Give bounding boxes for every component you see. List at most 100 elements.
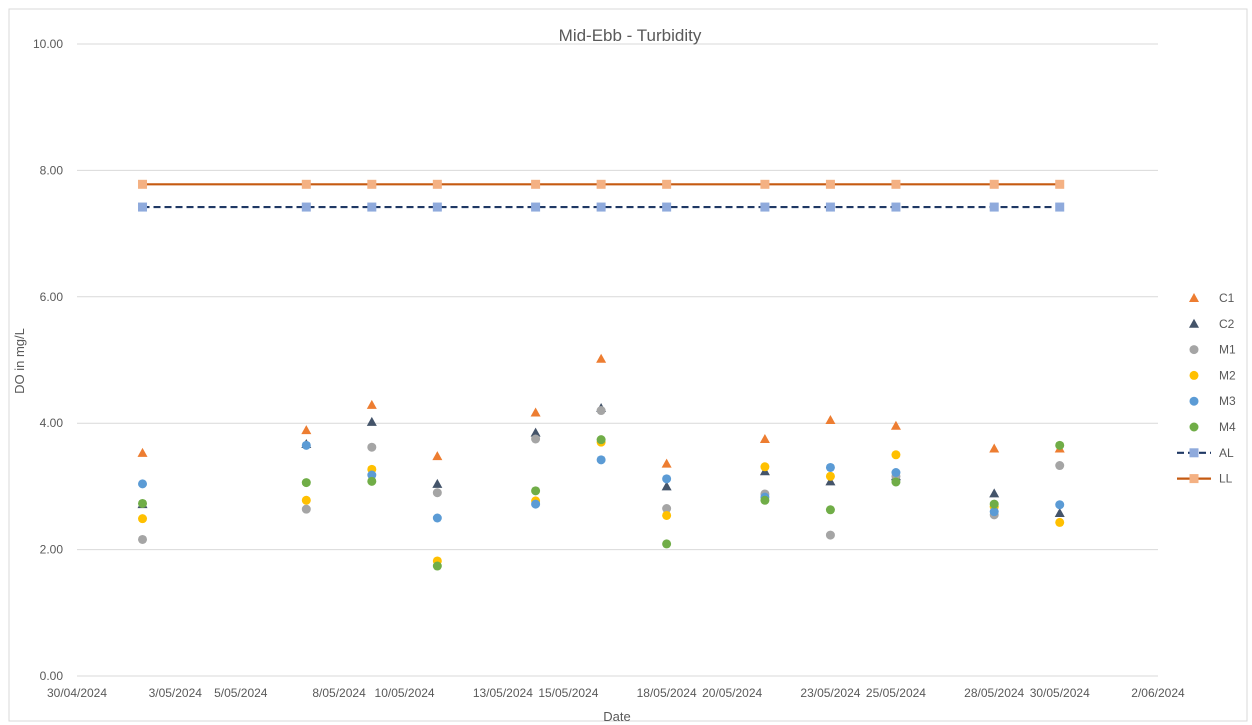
legend-label-m3: M3 [1219, 394, 1236, 408]
data-point-ll [432, 179, 442, 189]
x-tick-label: 23/05/2024 [800, 686, 860, 700]
data-point-ll [1055, 179, 1065, 189]
legend-label-ll: LL [1219, 472, 1233, 486]
y-tick-label: 8.00 [40, 163, 64, 177]
y-axis-ticks: 0.00 2.00 4.00 6.00 8.00 10.00 [33, 37, 63, 683]
data-point-c1 [989, 443, 1000, 453]
legend-label-m1: M1 [1219, 343, 1236, 357]
data-point-m3 [662, 474, 672, 484]
legend-item-m2: M2 [1189, 368, 1236, 382]
x-tick-label: 13/05/2024 [473, 686, 533, 700]
x-tick-label: 18/05/2024 [637, 686, 697, 700]
data-point-m2 [891, 450, 901, 460]
data-point-al [891, 202, 901, 212]
data-point-m3 [432, 513, 442, 523]
legend-marker-c2 [1189, 318, 1199, 328]
y-tick-label: 4.00 [40, 416, 64, 430]
y-tick-label: 6.00 [40, 290, 64, 304]
data-point-al [1055, 202, 1065, 212]
data-point-al [138, 202, 148, 212]
legend-item-c2: C2 [1189, 317, 1235, 331]
x-axis-title: Date [603, 709, 630, 724]
x-tick-label: 5/05/2024 [214, 686, 268, 700]
data-point-m3 [138, 479, 148, 489]
legend-label-m4: M4 [1219, 420, 1236, 434]
legend-marker-c1 [1189, 293, 1199, 302]
data-point-m1 [531, 434, 541, 444]
data-point-m4 [596, 435, 606, 445]
legend-item-al: AL [1177, 446, 1234, 460]
data-point-c2 [989, 488, 1000, 498]
data-point-m1 [301, 504, 311, 514]
data-point-m2 [1055, 517, 1065, 527]
legend-marker-ll [1189, 474, 1199, 484]
x-tick-label: 10/05/2024 [375, 686, 435, 700]
data-point-m3 [367, 470, 377, 480]
data-point-c1 [366, 399, 377, 409]
data-point-al [531, 202, 541, 212]
x-tick-label: 25/05/2024 [866, 686, 926, 700]
data-point-m1 [1055, 461, 1065, 471]
data-point-c1 [759, 434, 770, 443]
legend-label-c1: C1 [1219, 291, 1235, 305]
data-point-c1 [825, 415, 836, 425]
legend-label-c2: C2 [1219, 317, 1235, 331]
data-point-ll [891, 179, 901, 189]
data-point-al [989, 202, 999, 212]
legend-marker-m3 [1189, 396, 1199, 406]
data-point-m4 [301, 478, 311, 488]
chart-title: Mid-Ebb - Turbidity [559, 26, 702, 45]
chart-border [8, 8, 1248, 722]
legend: C1 C2 M1 M2 M3 M4 AL LL [1177, 291, 1236, 486]
data-point-ll [662, 179, 672, 189]
data-point-m1 [825, 530, 835, 540]
legend-item-c1: C1 [1189, 291, 1235, 305]
data-point-m4 [662, 539, 672, 549]
x-tick-label: 28/05/2024 [964, 686, 1024, 700]
data-point-c1 [301, 425, 312, 435]
data-point-m4 [432, 561, 442, 571]
x-tick-label: 3/05/2024 [149, 686, 203, 700]
data-point-m4 [367, 476, 377, 486]
data-point-al [760, 202, 770, 212]
data-point-ll [596, 179, 606, 189]
data-point-ll [301, 179, 311, 189]
data-point-ll [760, 179, 770, 189]
legend-item-m1: M1 [1189, 343, 1236, 357]
y-tick-label: 10.00 [33, 37, 63, 51]
data-point-m3 [989, 507, 999, 517]
data-point-m3 [596, 455, 606, 465]
data-point-c2 [432, 478, 443, 488]
y-axis-title: DO in mg/L [12, 328, 27, 394]
legend-marker-al [1189, 448, 1199, 458]
data-point-ll [825, 179, 835, 189]
data-point-al [662, 202, 672, 212]
data-point-m4 [989, 499, 999, 509]
data-point-c2 [530, 427, 541, 437]
data-point-m2 [825, 471, 835, 481]
data-point-ll [367, 179, 377, 189]
data-point-c2 [661, 481, 672, 491]
data-point-c2 [1054, 507, 1065, 517]
data-point-ll [138, 179, 148, 189]
data-point-c1 [137, 447, 148, 457]
data-point-c2 [825, 476, 836, 486]
legend-marker-m2 [1189, 370, 1199, 380]
y-tick-label: 2.00 [40, 543, 64, 557]
data-point-m3 [531, 499, 541, 509]
data-point-m2 [138, 514, 148, 524]
x-tick-label: 30/04/2024 [47, 686, 107, 700]
data-point-m3 [301, 440, 311, 450]
x-tick-label: 15/05/2024 [538, 686, 598, 700]
gridlines [77, 43, 1158, 677]
data-point-c2 [366, 416, 377, 426]
data-point-m2 [760, 462, 770, 472]
data-point-c1 [661, 458, 672, 468]
data-point-m1 [662, 504, 672, 514]
x-tick-label: 8/05/2024 [312, 686, 366, 700]
legend-item-m4: M4 [1189, 420, 1236, 434]
legend-marker-m4 [1189, 422, 1199, 432]
series-marks [137, 179, 1065, 571]
